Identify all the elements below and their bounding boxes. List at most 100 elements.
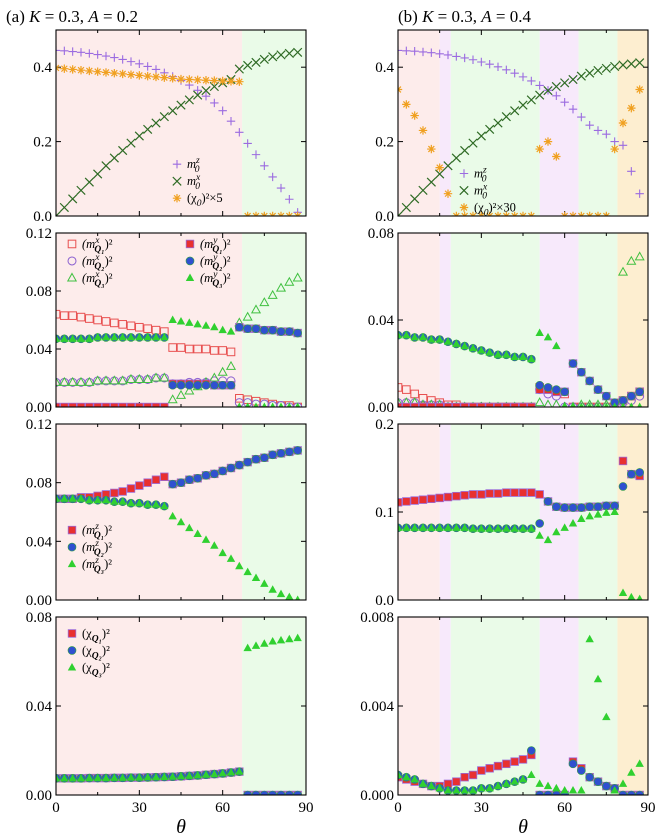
data-point — [151, 332, 161, 341]
data-point — [56, 376, 62, 386]
data-point — [418, 495, 428, 504]
data-point — [93, 67, 102, 76]
series-3 — [56, 494, 301, 600]
data-point — [285, 327, 294, 336]
data-point — [251, 573, 261, 581]
data-point — [452, 786, 461, 794]
legend: (mz Q₁)²(mz Q₂)²(mz Q₃)² — [67, 522, 112, 575]
data-point — [151, 500, 161, 508]
axis-ticks: 0.00 0.04 0.08 0 30 60 90 — [26, 610, 314, 816]
data-point — [285, 634, 294, 643]
data-point — [585, 399, 594, 407]
data-point — [527, 524, 536, 532]
data-point — [635, 468, 644, 477]
data-point — [617, 266, 629, 276]
data-point — [402, 497, 411, 506]
data-point — [560, 97, 569, 107]
data-point — [193, 319, 202, 328]
data-point — [535, 328, 544, 337]
series-2 — [56, 47, 303, 216]
y-tick-label: 0.00 — [26, 593, 52, 609]
data-point — [502, 350, 511, 358]
data-point — [151, 65, 161, 74]
legend-marker — [67, 662, 77, 671]
data-point — [286, 402, 292, 407]
x-axis-label: θ — [518, 816, 528, 837]
data-point — [60, 773, 69, 782]
data-point — [201, 535, 211, 543]
y-tick-label: 0.1 — [375, 505, 394, 521]
data-point — [110, 53, 119, 62]
data-point — [626, 59, 636, 69]
data-point — [76, 65, 86, 75]
data-point — [452, 523, 461, 531]
data-point — [468, 786, 478, 794]
data-point — [610, 507, 619, 515]
x-tick-label: 0 — [394, 800, 402, 816]
legend-label: (mx Q₂)² — [82, 253, 113, 272]
data-point — [201, 86, 211, 96]
phase-region — [439, 617, 451, 795]
data-point — [603, 402, 609, 407]
data-point — [93, 169, 103, 179]
data-point — [110, 773, 119, 781]
data-point — [560, 523, 569, 531]
data-point — [410, 523, 419, 531]
series-group — [56, 46, 303, 216]
legend-marker — [185, 273, 195, 281]
legend-label: (χ0)²×30 — [474, 201, 516, 219]
data-point — [452, 339, 461, 347]
data-point — [143, 500, 152, 508]
series-group — [56, 633, 302, 795]
data-point — [243, 790, 252, 795]
data-point — [527, 354, 536, 363]
data-point — [101, 161, 111, 171]
data-point — [143, 332, 152, 341]
data-point — [235, 767, 244, 775]
data-point — [460, 341, 469, 350]
data-point — [210, 380, 219, 390]
data-point — [518, 72, 528, 82]
data-point — [418, 126, 428, 135]
data-point — [635, 387, 644, 397]
legend-label: (mz Q₃)² — [82, 556, 112, 575]
phase-region — [56, 617, 243, 795]
y-tick-label: 0.2 — [375, 135, 394, 151]
data-point — [577, 786, 586, 794]
data-point — [251, 150, 261, 159]
data-point — [293, 328, 302, 338]
data-point — [410, 774, 419, 783]
data-point — [402, 385, 411, 394]
data-point — [485, 348, 494, 356]
y-tick-label: 0.08 — [26, 610, 52, 626]
plot-frame — [55, 423, 307, 601]
data-point — [460, 491, 469, 500]
data-point — [568, 74, 578, 85]
legend-label: (χ0)²×5 — [187, 191, 223, 209]
data-point — [398, 330, 403, 339]
data-point — [235, 460, 244, 470]
data-point — [118, 497, 127, 505]
data-point — [493, 524, 503, 532]
data-point — [585, 502, 594, 512]
data-point — [502, 759, 511, 769]
data-point — [235, 128, 244, 137]
data-point — [226, 116, 236, 126]
data-point — [593, 674, 603, 683]
data-point — [234, 64, 244, 74]
data-point — [493, 62, 503, 72]
data-point — [578, 402, 584, 407]
data-point — [150, 372, 162, 382]
data-point — [56, 334, 61, 342]
data-point — [477, 783, 486, 792]
legend-label: (mx Q₁)² — [82, 236, 113, 255]
data-point — [260, 325, 269, 335]
data-point — [76, 48, 86, 57]
data-point — [535, 490, 544, 499]
data-point — [250, 304, 262, 314]
data-point — [176, 343, 186, 352]
data-point — [493, 781, 503, 790]
data-point — [568, 786, 578, 794]
data-point — [176, 478, 186, 487]
panel-b4: 0.000 0.004 0.008 0 30 60 90 θ — [360, 610, 655, 837]
